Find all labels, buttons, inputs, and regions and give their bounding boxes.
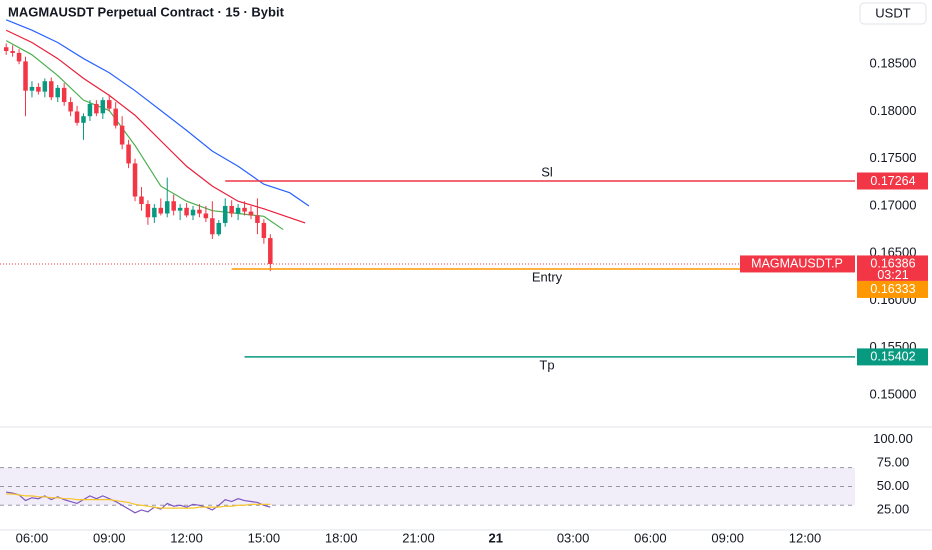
candle-body <box>203 213 209 219</box>
symbol-label: MAGMAUSDT.P <box>751 257 843 271</box>
candle-body <box>23 61 28 91</box>
y-tick-label: 0.18500 <box>870 56 917 71</box>
rsi-tick-label: 100.00 <box>873 431 913 446</box>
candle-body <box>139 196 144 205</box>
x-tick-label: 21:00 <box>402 530 435 545</box>
level-price-label: 0.16333 <box>870 282 915 296</box>
moving-average <box>5 29 306 224</box>
candle-body <box>126 144 131 164</box>
currency-box[interactable] <box>859 2 927 25</box>
candle-body <box>184 207 189 216</box>
y-tick-label: 0.18000 <box>870 103 917 118</box>
currency[interactable]: USDT <box>875 5 910 20</box>
symbol-box <box>740 255 855 273</box>
x-tick-label: 06:00 <box>634 530 667 545</box>
x-tick-label: 21 <box>489 530 503 545</box>
candle-body <box>119 125 125 145</box>
candle-body <box>74 111 80 123</box>
candle-body <box>152 207 157 218</box>
candle-body <box>10 51 15 53</box>
chart-title: MAGMAUSDT Perpetual Contract · 15 · Bybi… <box>8 4 285 19</box>
x-tick-label: 15:00 <box>248 530 281 545</box>
candle-body <box>49 81 54 98</box>
last-price-box <box>857 255 928 281</box>
level-price-box <box>857 348 928 366</box>
candle-body <box>261 222 267 239</box>
rsi-tick-label: 25.00 <box>877 501 910 516</box>
candle-body <box>158 207 164 214</box>
candle-body <box>16 52 22 62</box>
candle-body <box>100 100 106 114</box>
countdown-label: 03:21 <box>877 268 908 282</box>
candle-body <box>235 207 241 214</box>
y-tick-label: 0.15000 <box>870 386 917 401</box>
candle-body <box>171 201 176 211</box>
candle-body <box>164 201 170 214</box>
candle-body <box>29 86 35 91</box>
y-tick-label: 0.17500 <box>870 150 917 165</box>
front-layer: MAGMAUSDT Perpetual Contract · 15 · Bybi… <box>8 2 928 372</box>
candle-body <box>255 215 260 223</box>
x-tick-label: 12:00 <box>170 530 203 545</box>
candle-body <box>197 209 202 214</box>
level-name: Tp <box>539 357 554 372</box>
x-tick-label: 12:00 <box>789 530 822 545</box>
candle-body <box>132 163 138 197</box>
candle-body <box>222 205 228 223</box>
rsi-line <box>6 493 271 509</box>
rsi-tick-label: 75.00 <box>877 454 910 469</box>
x-tick-label: 18:00 <box>325 530 358 545</box>
rsi-line <box>6 491 271 514</box>
x-tick-label: 03:00 <box>557 530 590 545</box>
candle-body <box>87 103 93 117</box>
rsi-tick-label: 50.00 <box>877 478 910 493</box>
y-tick-label: 0.17000 <box>870 197 917 212</box>
level-price-label: 0.15402 <box>870 350 915 364</box>
candle-body <box>190 209 196 216</box>
candle-body <box>81 116 86 123</box>
level-price-box <box>857 280 928 298</box>
last-price-label: 0.16386 <box>870 257 915 271</box>
candle-body <box>94 103 99 114</box>
candle-body <box>68 102 73 112</box>
level-name: Entry <box>532 269 563 284</box>
candle-body <box>107 100 112 109</box>
candle-body <box>268 238 273 264</box>
x-tick-label: 06:00 <box>16 530 49 545</box>
candle-body <box>3 47 9 52</box>
x-tick-label: 09:00 <box>93 530 126 545</box>
candle-body <box>55 87 60 98</box>
moving-average <box>5 19 310 207</box>
data-layer <box>0 19 855 514</box>
moving-average <box>5 40 284 231</box>
candle-body <box>242 207 247 212</box>
candle-body <box>210 218 215 235</box>
candle-body <box>42 81 48 92</box>
candle-body <box>229 205 234 214</box>
level-price-box <box>857 172 928 190</box>
candle-body <box>145 204 151 218</box>
level-name: Sl <box>541 164 553 179</box>
candle-body <box>248 211 254 216</box>
candle-body <box>36 86 41 92</box>
level-price-label: 0.17264 <box>870 174 915 188</box>
x-tick-label: 09:00 <box>711 530 744 545</box>
candle-body <box>216 222 222 235</box>
candle-body <box>177 207 183 211</box>
candle-body <box>113 108 118 126</box>
candle-body <box>61 87 67 103</box>
